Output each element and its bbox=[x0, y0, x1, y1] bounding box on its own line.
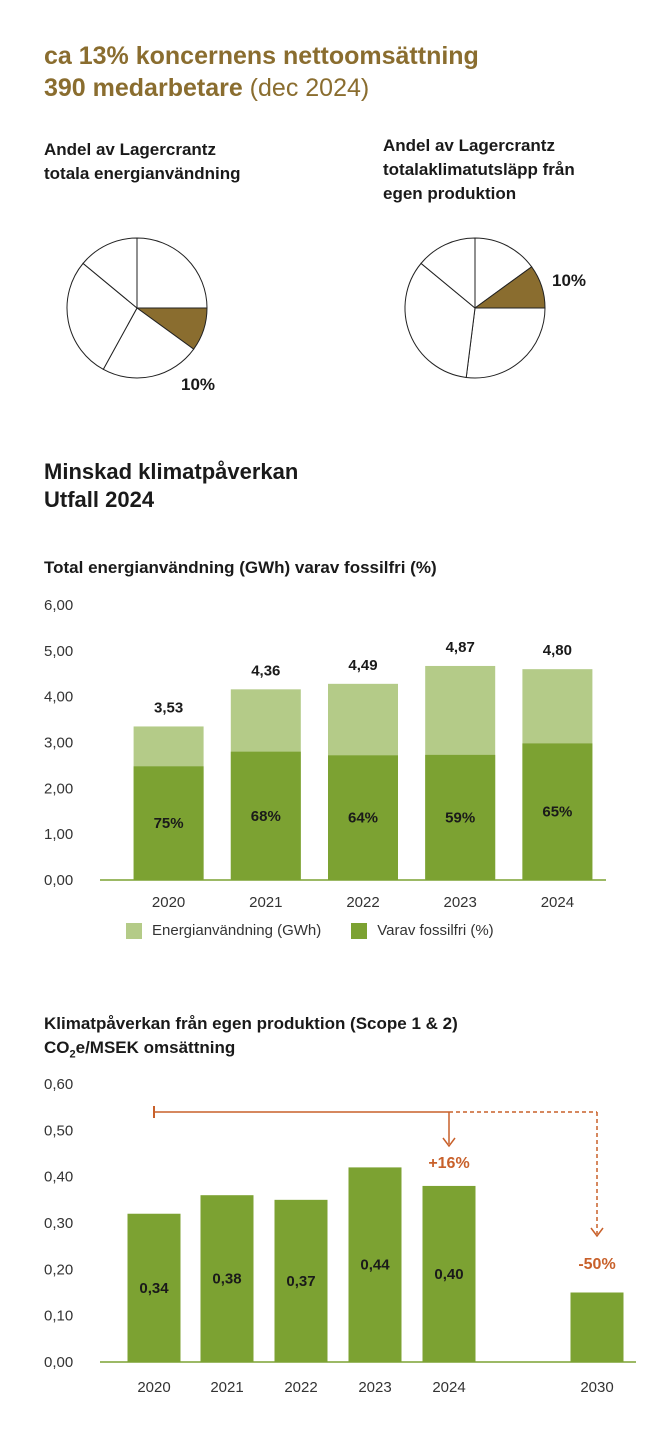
legend-swatch-dark bbox=[351, 922, 368, 939]
bar-climate bbox=[127, 1213, 181, 1362]
y-tick-label: 5,00 bbox=[44, 643, 73, 660]
headline-revenue-share: ca 13% koncernens nettoomsättning bbox=[44, 42, 479, 70]
employees-count: 390 medarbetare bbox=[44, 74, 243, 102]
pie2-title-line2: totalaklimatutsläpp från bbox=[383, 160, 575, 179]
pie-slice bbox=[66, 262, 138, 371]
x-tick-label: 2022 bbox=[346, 894, 379, 911]
legend-swatch-light bbox=[126, 922, 142, 939]
bar-percent-label: 68% bbox=[251, 808, 281, 825]
x-tick-label: 2030 bbox=[580, 1379, 613, 1396]
y-tick-label: 0,20 bbox=[44, 1261, 73, 1278]
pie-slice bbox=[404, 262, 476, 379]
bar-fossilfree bbox=[522, 743, 593, 880]
climate-bar-chart: 0,00 0,10 0,20 0,30 0,40 0,50 0,60 0,34 2020 0,38… bbox=[44, 1076, 636, 1396]
pie-slice bbox=[420, 237, 476, 310]
bar-climate bbox=[200, 1195, 254, 1362]
bar-percent-label: 59% bbox=[445, 809, 475, 826]
pie-slice bbox=[474, 237, 533, 309]
bar-climate bbox=[274, 1199, 328, 1362]
section-title-line2: Utfall 2024 bbox=[44, 487, 155, 512]
x-tick-label: 2022 bbox=[284, 1379, 317, 1396]
pie-chart-emissions: 10% bbox=[404, 237, 586, 379]
arrowhead-2024 bbox=[442, 1137, 456, 1148]
bar-percent-label: 64% bbox=[348, 810, 378, 827]
bar-total-label: 4,49 bbox=[348, 657, 377, 674]
energy-chart-title: Total energianvändning (GWh) varav fossi… bbox=[44, 558, 437, 577]
bar-value-label: 0,38 bbox=[212, 1271, 241, 1288]
bar-value-label: 0,34 bbox=[139, 1280, 169, 1297]
x-tick-label: 2024 bbox=[432, 1379, 465, 1396]
arrowhead-2030 bbox=[590, 1227, 604, 1238]
bar-total-label: 4,36 bbox=[251, 662, 280, 679]
bar-climate bbox=[422, 1185, 476, 1362]
pie-slice bbox=[82, 237, 138, 310]
bar-climate bbox=[348, 1167, 402, 1362]
headline: ca 13% koncernens nettoomsättning 390 me… bbox=[44, 40, 479, 104]
bar-total-label: 4,87 bbox=[446, 639, 475, 656]
pie-slice bbox=[102, 307, 195, 379]
legend-label-energy: Energianvändning (GWh) bbox=[152, 922, 322, 939]
y-tick-label: 4,00 bbox=[44, 689, 73, 706]
x-tick-label: 2024 bbox=[541, 894, 574, 911]
x-tick-label: 2023 bbox=[444, 894, 477, 911]
legend-item-energy: Energianvändning (GWh) bbox=[126, 922, 321, 939]
climate-title-line2: CO2e/MSEK omsättning bbox=[44, 1036, 458, 1066]
y-tick-label: 3,00 bbox=[44, 735, 73, 752]
bar-percent-label: 75% bbox=[154, 815, 184, 832]
y-tick-label: 0,10 bbox=[44, 1308, 73, 1325]
legend-label-fossilfree: Varav fossilfri (%) bbox=[377, 922, 494, 939]
y-tick-label: 0,50 bbox=[44, 1122, 73, 1139]
pie1-title-line2: totala energianvändning bbox=[44, 164, 241, 183]
energy-bar-chart: 0,00 1,00 2,00 3,00 4,00 5,00 6,00 3,53 75% 2020 4… bbox=[44, 597, 606, 911]
x-tick-label: 2023 bbox=[358, 1379, 391, 1396]
y-tick-label: 2,00 bbox=[44, 780, 73, 797]
legend-item-fossilfree: Varav fossilfri (%) bbox=[351, 922, 494, 939]
pie2-title-line3: egen produktion bbox=[383, 184, 517, 203]
climate-title-sub: 2 bbox=[69, 1048, 76, 1061]
bar-total-label: 3,53 bbox=[154, 699, 183, 716]
climate-title-co: CO bbox=[44, 1038, 70, 1057]
bar-fossilfree bbox=[133, 766, 204, 880]
pie-highlight-label: 10% bbox=[181, 375, 215, 394]
annotation-label-2024: +16% bbox=[428, 1155, 469, 1172]
energy-legend: Energianvändning (GWh) Varav fossilfri (… bbox=[126, 922, 494, 939]
bar-value-label: 0,37 bbox=[286, 1273, 315, 1290]
climate-title-rest: e/MSEK omsättning bbox=[75, 1038, 236, 1057]
headline-employees: 390 medarbetare (dec 2024) bbox=[44, 72, 479, 104]
pie2-title: Andel av Lagercrantz totalaklimatutsläpp… bbox=[383, 134, 575, 206]
bar-fossilfree bbox=[328, 755, 398, 880]
y-tick-label: 0,00 bbox=[44, 872, 73, 889]
section-title-line1: Minskad klimatpåverkan bbox=[44, 459, 299, 484]
x-tick-label: 2020 bbox=[137, 1379, 170, 1396]
annotation-label-2030: -50% bbox=[578, 1256, 615, 1273]
pie-slice bbox=[465, 307, 546, 379]
bar-percent-label: 65% bbox=[542, 804, 572, 821]
climate-title-line1: Klimatpåverkan från egen produktion (Sco… bbox=[44, 1014, 458, 1033]
pie2-title-line1: Andel av Lagercrantz bbox=[383, 136, 555, 155]
climate-chart-title: Klimatpåverkan från egen produktion (Sco… bbox=[44, 1012, 458, 1066]
employees-date: (dec 2024) bbox=[242, 74, 370, 102]
bar-climate bbox=[570, 1292, 624, 1362]
bar-value-label: 0,40 bbox=[434, 1266, 463, 1283]
section-title: Minskad klimatpåverkan Utfall 2024 bbox=[44, 458, 298, 514]
bar-fossilfree bbox=[230, 751, 301, 880]
bar-total-label: 4,80 bbox=[543, 642, 572, 659]
bar-fossilfree bbox=[425, 754, 496, 880]
bar-value-label: 0,44 bbox=[360, 1257, 390, 1274]
pie1-title: Andel av Lagercrantz totala energianvänd… bbox=[44, 138, 240, 186]
x-tick-label: 2021 bbox=[210, 1379, 243, 1396]
y-tick-label: 0,60 bbox=[44, 1076, 73, 1093]
y-tick-label: 0,30 bbox=[44, 1215, 73, 1232]
pie-slice bbox=[136, 237, 208, 309]
x-tick-label: 2021 bbox=[249, 894, 282, 911]
pie1-title-line1: Andel av Lagercrantz bbox=[44, 140, 216, 159]
x-tick-label: 2020 bbox=[152, 894, 185, 911]
y-tick-label: 1,00 bbox=[44, 826, 73, 843]
pie-highlight-label: 10% bbox=[552, 271, 586, 290]
y-tick-label: 0,40 bbox=[44, 1169, 73, 1186]
y-tick-label: 6,00 bbox=[44, 597, 73, 614]
pie-chart-energy: 10% bbox=[66, 237, 215, 394]
y-tick-label: 0,00 bbox=[44, 1354, 73, 1371]
